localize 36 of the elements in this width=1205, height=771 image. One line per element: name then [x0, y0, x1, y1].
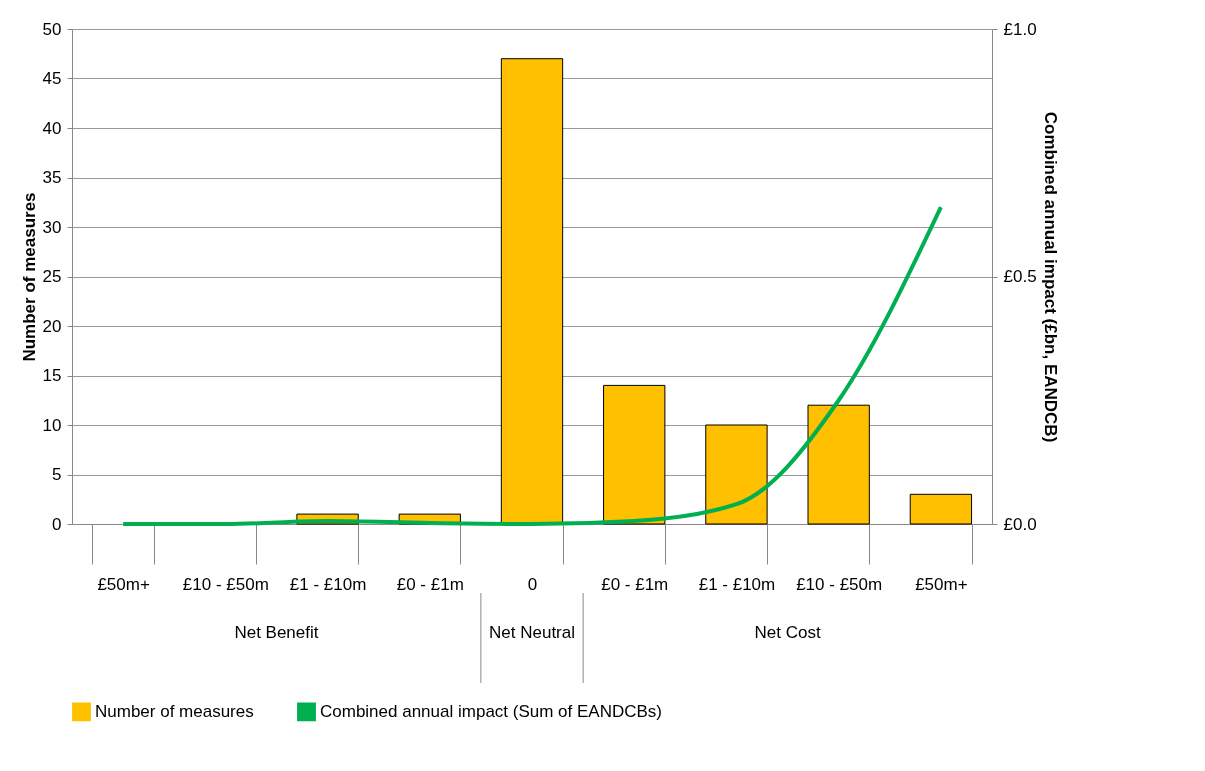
- y-tick-label: 15: [42, 366, 62, 385]
- bar: [603, 384, 666, 525]
- x-tick-label: £50m+: [97, 574, 150, 594]
- bar: [500, 58, 564, 525]
- line-series: [121, 205, 943, 526]
- x-tick-label: £10 - £50m: [182, 574, 269, 594]
- x-tick-label: £0 - £1m: [396, 574, 464, 594]
- y2-tick-label: £0.5: [1003, 267, 1037, 286]
- text: Net Neutral: [489, 623, 575, 642]
- bar: [909, 493, 973, 525]
- x-tick-label: £0 - £1m: [601, 574, 669, 594]
- y2-tick-label: £1.0: [1003, 19, 1037, 39]
- text: Net Benefit: [234, 623, 319, 642]
- y-tick-label: 35: [42, 168, 62, 187]
- legend-label: Combined annual impact (Sum of EANDCBs): [320, 701, 663, 721]
- y-tick-label: 20: [42, 316, 62, 336]
- y-tick-label: 45: [42, 69, 62, 88]
- x-tick-label: £1 - £10m: [289, 574, 367, 594]
- y-tick-label: 50: [42, 19, 62, 39]
- y-tick-label: 25: [42, 267, 62, 286]
- text: Net Cost: [754, 623, 821, 642]
- x-tick-label: £1 - £10m: [698, 574, 776, 594]
- legend-label: Number of measures: [95, 701, 254, 721]
- x-tick-label: 0: [527, 574, 538, 594]
- bar: [705, 424, 768, 525]
- y-tick-label: 5: [52, 465, 62, 484]
- bar: [807, 404, 870, 525]
- y-axis-title: Number of measures: [19, 192, 39, 362]
- y-tick-label: 0: [52, 514, 62, 534]
- y2-axis-title: Combined annual impact (£bn, EANDCB): [1040, 111, 1060, 443]
- y-tick-label: 40: [42, 118, 62, 138]
- y-tick-label: 30: [42, 217, 62, 237]
- x-tick-label: £10 - £50m: [796, 574, 883, 594]
- y-tick-label: 10: [42, 415, 62, 435]
- x-tick-label: £50m+: [915, 574, 968, 594]
- y2-tick-label: £0.0: [1003, 514, 1037, 534]
